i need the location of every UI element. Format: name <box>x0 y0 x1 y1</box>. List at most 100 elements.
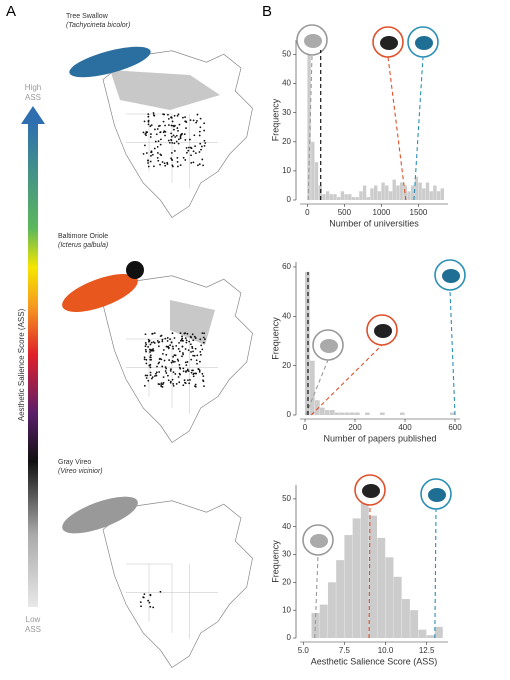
dot <box>202 341 205 344</box>
dot <box>203 332 206 335</box>
dot <box>177 129 179 132</box>
dot <box>187 379 189 381</box>
dot <box>151 376 154 378</box>
dot <box>159 590 162 593</box>
bar <box>407 191 411 200</box>
dot <box>169 338 171 341</box>
x-tick-label: 600 <box>448 423 462 432</box>
dot <box>168 124 170 126</box>
dot <box>165 372 168 374</box>
dot <box>149 356 152 359</box>
dot <box>192 373 195 376</box>
dot <box>169 368 172 371</box>
dot <box>160 385 163 388</box>
dot <box>167 374 169 377</box>
y-tick-label: 30 <box>282 550 291 559</box>
dot <box>150 377 153 380</box>
reference-line <box>413 56 424 201</box>
dot <box>160 334 163 337</box>
dot <box>149 349 152 352</box>
dot <box>168 359 171 361</box>
bar <box>381 182 385 200</box>
bar <box>355 197 359 200</box>
dot <box>170 132 173 135</box>
dot <box>178 341 180 344</box>
dot <box>149 371 152 374</box>
dot <box>146 374 149 377</box>
dot <box>188 382 191 385</box>
dot <box>184 361 187 364</box>
dot <box>172 383 175 385</box>
dot <box>195 359 198 362</box>
dot <box>198 151 201 153</box>
dot <box>188 138 191 141</box>
dot <box>159 138 162 141</box>
dot <box>171 332 174 335</box>
dot <box>186 361 189 363</box>
dot <box>178 372 181 375</box>
dot <box>147 165 150 168</box>
dot <box>147 379 150 382</box>
bird-latin: (Tachycineta bicolor) <box>66 22 130 29</box>
bar <box>305 271 310 415</box>
bar <box>344 535 353 638</box>
bar <box>385 185 389 200</box>
reference-line <box>368 504 371 639</box>
gradient-top: High <box>25 83 41 92</box>
bar <box>399 182 404 200</box>
bar <box>365 412 370 415</box>
bar <box>362 185 367 200</box>
dot <box>185 151 188 154</box>
dot <box>174 136 177 138</box>
dot <box>182 116 184 119</box>
bar <box>315 400 320 415</box>
x-tick-label: 400 <box>398 423 412 432</box>
dot <box>177 138 180 141</box>
dot <box>149 343 152 346</box>
dot <box>177 348 180 350</box>
bird-latin: (Vireo vicinior) <box>58 468 103 475</box>
dot <box>169 381 172 384</box>
dot <box>150 341 153 344</box>
dot <box>185 364 188 367</box>
dot <box>156 156 159 159</box>
y-tick-label: 40 <box>282 79 291 88</box>
dot <box>185 121 188 124</box>
dot <box>183 133 186 136</box>
dot <box>202 336 205 339</box>
dot <box>166 161 169 164</box>
dot <box>149 605 152 608</box>
dot <box>194 347 197 350</box>
dot <box>185 341 188 344</box>
dot <box>150 124 153 126</box>
bar <box>348 194 352 200</box>
dot <box>177 376 180 378</box>
y-tick-label: 0 <box>287 410 292 419</box>
dot <box>196 119 198 122</box>
bar <box>418 629 427 638</box>
dot <box>178 363 181 366</box>
dot <box>158 361 161 364</box>
dot <box>192 354 195 357</box>
dot <box>179 164 182 166</box>
bar <box>377 191 382 200</box>
dot <box>173 125 175 128</box>
x-tick-label: 1000 <box>373 208 391 217</box>
dot <box>175 140 178 143</box>
bird-latin: (Icterus galbula) <box>58 242 108 249</box>
dot <box>144 333 147 336</box>
bar <box>433 185 437 200</box>
dot <box>190 371 193 374</box>
dot <box>177 359 180 362</box>
bar <box>411 185 415 200</box>
dot <box>176 161 179 163</box>
dot <box>197 368 200 370</box>
dot <box>152 606 155 609</box>
bar <box>319 604 328 638</box>
dot <box>161 383 164 386</box>
dot <box>201 332 204 334</box>
dot <box>194 145 197 148</box>
dot <box>140 605 142 608</box>
bar <box>352 518 361 638</box>
dot <box>157 152 159 154</box>
